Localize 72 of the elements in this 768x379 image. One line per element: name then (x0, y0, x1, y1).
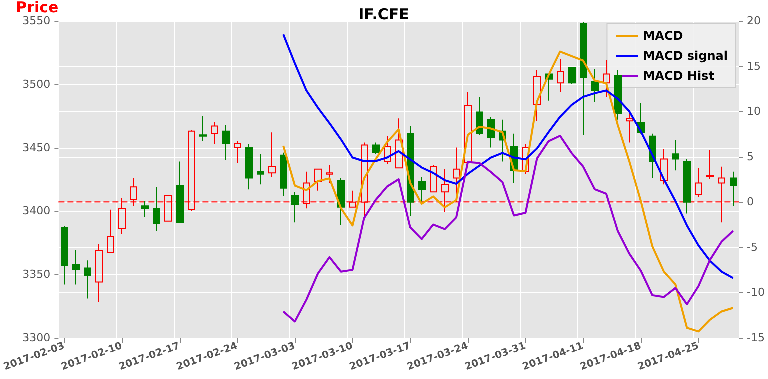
y-tick-label: 3450 (22, 141, 51, 154)
candlestick (580, 22, 587, 136)
candlestick (84, 260, 91, 300)
legend-label: MACD signal (643, 49, 728, 63)
candlestick (199, 116, 207, 142)
candlestick (695, 168, 702, 198)
y2-tick-label: 0 (747, 196, 754, 209)
candlestick (464, 92, 472, 164)
candlestick (706, 150, 714, 180)
candlestick (257, 154, 264, 186)
candlestick (603, 60, 610, 98)
candlestick (211, 122, 218, 144)
candlestick (107, 209, 114, 254)
candlestick (303, 171, 310, 210)
candlestick (418, 176, 426, 203)
y2-tick-label: -15 (747, 332, 765, 344)
candlestick (326, 165, 333, 184)
candlestick (591, 68, 599, 103)
y2-tick-label: -10 (747, 286, 765, 300)
candlestick (533, 70, 541, 122)
y-tick-label: 3550 (22, 14, 51, 28)
candlestick (141, 200, 149, 218)
y-tick-label: 3350 (22, 268, 51, 282)
line-series (282, 135, 734, 323)
y2-tick-label: 10 (747, 105, 762, 118)
y2-tick-label: 15 (747, 60, 762, 73)
chart-title: IF.CFE (358, 6, 410, 24)
candlestick (672, 140, 679, 172)
legend-label: MACD Hist (643, 69, 715, 83)
y-tick-label: 3300 (22, 332, 51, 344)
candlestick (441, 168, 449, 213)
candlestick (660, 148, 668, 186)
candlestick (349, 190, 356, 208)
y-axis-title: Price (16, 0, 59, 16)
candlestick (61, 226, 68, 286)
candlestick (683, 158, 691, 214)
candlestick (314, 168, 322, 192)
candlestick (222, 124, 230, 161)
candlestick (72, 250, 80, 286)
candlestick (95, 244, 103, 303)
candlestick (153, 186, 160, 232)
candlestick (372, 142, 380, 155)
candlestick (476, 96, 483, 136)
candlestick (164, 195, 172, 222)
candlestick (430, 165, 437, 193)
candlestick (568, 67, 576, 85)
candlestick (280, 152, 287, 196)
y2-tick-label: 5 (747, 150, 754, 164)
candlestick (188, 130, 195, 212)
candlestick (614, 70, 622, 120)
candlestick (118, 198, 126, 235)
candlestick (557, 58, 564, 93)
candlestick (234, 140, 241, 164)
candlestick (337, 178, 345, 226)
legend-label: MACD (643, 29, 684, 43)
candlestick (268, 132, 276, 178)
line-series (282, 50, 734, 333)
candlestick (626, 112, 633, 144)
candlestick (730, 171, 737, 207)
y-tick-label: 3500 (22, 78, 51, 91)
candlestick (384, 136, 391, 165)
y-tick-label: 3400 (22, 204, 51, 218)
y2-tick-label: 20 (747, 14, 762, 28)
candlestick (130, 178, 137, 207)
candlestick (718, 166, 725, 224)
y2-tick-label: -5 (747, 240, 758, 254)
candlestick (361, 142, 368, 218)
candlestick (176, 161, 184, 224)
candlestick (291, 192, 299, 224)
candlestick (453, 147, 460, 203)
candlestick (395, 118, 403, 169)
candlestick (245, 143, 253, 190)
